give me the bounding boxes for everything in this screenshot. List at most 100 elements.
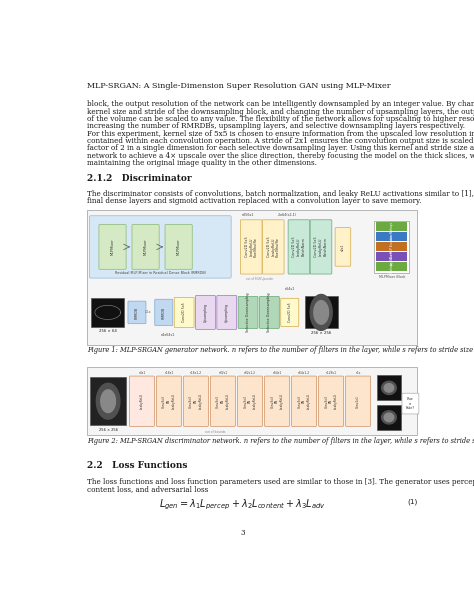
Text: Residual MLP-Mixer in Residual Dense Block (RMRDB): Residual MLP-Mixer in Residual Dense Blo… xyxy=(115,271,206,275)
Text: Conv3x3
BN
LeakyReLU: Conv3x3 BN LeakyReLU xyxy=(297,393,310,409)
Text: n2x1: n2x1 xyxy=(341,243,345,251)
FancyBboxPatch shape xyxy=(90,216,231,278)
FancyBboxPatch shape xyxy=(376,223,407,232)
Text: RMRDB: RMRDB xyxy=(162,306,166,319)
FancyBboxPatch shape xyxy=(210,376,236,426)
Polygon shape xyxy=(314,300,328,324)
Text: Conv3x3
BN
LeakyReLU: Conv3x3 BN LeakyReLU xyxy=(162,393,175,409)
Text: Conv3x3
BN
LeakyReLU: Conv3x3 BN LeakyReLU xyxy=(243,393,256,409)
Polygon shape xyxy=(310,294,332,330)
Text: Conv2D 5x5
LeakyReLU
BatchNorm: Conv2D 5x5 LeakyReLU BatchNorm xyxy=(314,237,328,257)
FancyBboxPatch shape xyxy=(377,376,401,400)
Polygon shape xyxy=(384,413,394,422)
Text: n32s1: n32s1 xyxy=(219,371,228,375)
FancyBboxPatch shape xyxy=(132,224,159,269)
FancyBboxPatch shape xyxy=(240,220,262,274)
Text: Linear: Linear xyxy=(390,232,394,242)
Polygon shape xyxy=(382,411,396,424)
FancyBboxPatch shape xyxy=(174,297,194,327)
Text: n64s1,2: n64s1,2 xyxy=(298,371,310,375)
FancyBboxPatch shape xyxy=(281,299,299,327)
Text: Conv2D 5x5: Conv2D 5x5 xyxy=(182,303,186,322)
FancyBboxPatch shape xyxy=(346,376,371,426)
Text: out of SGN Upscaler: out of SGN Upscaler xyxy=(246,276,273,281)
Text: Reshape: Reshape xyxy=(390,261,394,273)
FancyBboxPatch shape xyxy=(288,220,310,274)
Text: Conv2D 5x5
LeakyReLU
PixelShuffle: Conv2D 5x5 LeakyReLU PixelShuffle xyxy=(267,237,280,257)
Text: n64s1: n64s1 xyxy=(285,287,295,291)
Polygon shape xyxy=(96,383,120,419)
FancyBboxPatch shape xyxy=(319,376,344,426)
FancyBboxPatch shape xyxy=(196,295,215,329)
Text: Conv3x3
BN
LeakyReLU: Conv3x3 BN LeakyReLU xyxy=(189,393,202,409)
Text: 256 × 256: 256 × 256 xyxy=(311,331,331,335)
FancyBboxPatch shape xyxy=(259,297,279,329)
Text: Conv3x3
BN
LeakyReLU: Conv3x3 BN LeakyReLU xyxy=(270,393,283,409)
Text: RMRDB: RMRDB xyxy=(135,306,139,319)
Text: n256s1: n256s1 xyxy=(242,213,255,218)
Text: increasing the number of RMRDBs, upsampling layers, and selective downsampling l: increasing the number of RMRDBs, upsampl… xyxy=(87,123,465,131)
Text: Selective Downsampling: Selective Downsampling xyxy=(267,292,272,332)
Polygon shape xyxy=(384,384,394,392)
Text: n64s1: n64s1 xyxy=(273,371,282,375)
Text: 2.2   Loss Functions: 2.2 Loss Functions xyxy=(87,462,187,470)
Text: MLPMixer Block: MLPMixer Block xyxy=(379,275,405,279)
Text: MLP-SRGAN: A Single-Dimension Super Resolution GAN using MLP-Mixer: MLP-SRGAN: A Single-Dimension Super Reso… xyxy=(87,82,391,90)
Text: True
or
Fake?: True or Fake? xyxy=(406,397,415,410)
FancyBboxPatch shape xyxy=(376,253,407,262)
Text: Figure 2: MLP-SRGAN discriminator network. n refers to the number of filters in : Figure 2: MLP-SRGAN discriminator networ… xyxy=(87,437,474,445)
FancyBboxPatch shape xyxy=(377,405,401,430)
FancyBboxPatch shape xyxy=(165,224,192,269)
Text: n4x64s1: n4x64s1 xyxy=(160,333,175,337)
FancyBboxPatch shape xyxy=(217,295,237,329)
Text: The discriminator consists of convolutions, batch normalization, and leaky ReLU : The discriminator consists of convolutio… xyxy=(87,189,474,197)
Text: Conv2D 5x5
LeakyReLU
PixelShuffle: Conv2D 5x5 LeakyReLU PixelShuffle xyxy=(245,237,258,257)
Text: final dense layers and sigmoid activation replaced with a convolution layer to s: final dense layers and sigmoid activatio… xyxy=(87,197,421,205)
Polygon shape xyxy=(382,381,396,395)
Text: Reshape: Reshape xyxy=(390,221,394,233)
FancyBboxPatch shape xyxy=(128,301,146,324)
FancyBboxPatch shape xyxy=(292,376,317,426)
FancyBboxPatch shape xyxy=(183,376,209,426)
FancyBboxPatch shape xyxy=(99,224,126,269)
Text: Upsampling: Upsampling xyxy=(203,303,208,322)
FancyBboxPatch shape xyxy=(264,376,290,426)
Text: kernel size and stride of the downsampling block, and changing the number of ups: kernel size and stride of the downsampli… xyxy=(87,108,474,116)
Text: MLPMixer: MLPMixer xyxy=(177,238,181,255)
Text: (1): (1) xyxy=(407,498,418,504)
Text: 3: 3 xyxy=(241,529,245,537)
Text: maintaining the original image quality in the other dimensions.: maintaining the original image quality i… xyxy=(87,159,317,167)
FancyBboxPatch shape xyxy=(374,221,409,273)
Text: Upsampling: Upsampling xyxy=(225,303,229,322)
Text: The loss functions and loss function parameters used are similar to those in [3]: The loss functions and loss function par… xyxy=(87,478,474,485)
FancyBboxPatch shape xyxy=(155,299,173,326)
Text: content loss, and adversarial loss: content loss, and adversarial loss xyxy=(87,485,208,493)
Text: n4s1: n4s1 xyxy=(138,371,146,375)
Text: LayerNorm: LayerNorm xyxy=(390,249,394,265)
FancyBboxPatch shape xyxy=(87,210,418,345)
Text: Conv2D 5x5
LeakyReLU
BatchNorm: Conv2D 5x5 LeakyReLU BatchNorm xyxy=(292,237,306,257)
FancyBboxPatch shape xyxy=(90,377,127,425)
FancyBboxPatch shape xyxy=(335,227,351,266)
FancyBboxPatch shape xyxy=(238,297,258,329)
FancyBboxPatch shape xyxy=(310,220,332,274)
Text: Conv3x3
BN
LeakyReLU: Conv3x3 BN LeakyReLU xyxy=(216,393,229,409)
Text: n128s1: n128s1 xyxy=(326,371,337,375)
Text: 1.1x: 1.1x xyxy=(145,310,151,314)
Text: n1s: n1s xyxy=(356,371,361,375)
Text: MLPMixer: MLPMixer xyxy=(144,238,147,255)
Text: Conv2D 5x5: Conv2D 5x5 xyxy=(288,303,292,322)
FancyBboxPatch shape xyxy=(237,376,263,426)
Text: of the volume can be scaled to any value. The flexibility of the network allows : of the volume can be scaled to any value… xyxy=(87,115,474,123)
Text: 256 × 256: 256 × 256 xyxy=(99,428,118,432)
Text: contained within each convolution operation. A stride of 2x1 ensures the convolu: contained within each convolution operat… xyxy=(87,137,474,145)
Text: block, the output resolution of the network can be intelligently downsampled by : block, the output resolution of the netw… xyxy=(87,101,474,109)
FancyBboxPatch shape xyxy=(129,376,155,426)
Text: n64(s2,1): n64(s2,1) xyxy=(281,213,297,218)
Text: n16s1: n16s1 xyxy=(164,371,173,375)
Text: factor of 2 in a single dimension for each selective downsampling layer. Using t: factor of 2 in a single dimension for ea… xyxy=(87,144,474,152)
Text: network to achieve a 4× upscale over the slice direction, thereby focusing the m: network to achieve a 4× upscale over the… xyxy=(87,151,474,159)
FancyBboxPatch shape xyxy=(402,393,419,414)
Text: 12 x MLP Encoder: 12 x MLP Encoder xyxy=(390,234,394,259)
Text: 2x: 2x xyxy=(278,213,282,218)
